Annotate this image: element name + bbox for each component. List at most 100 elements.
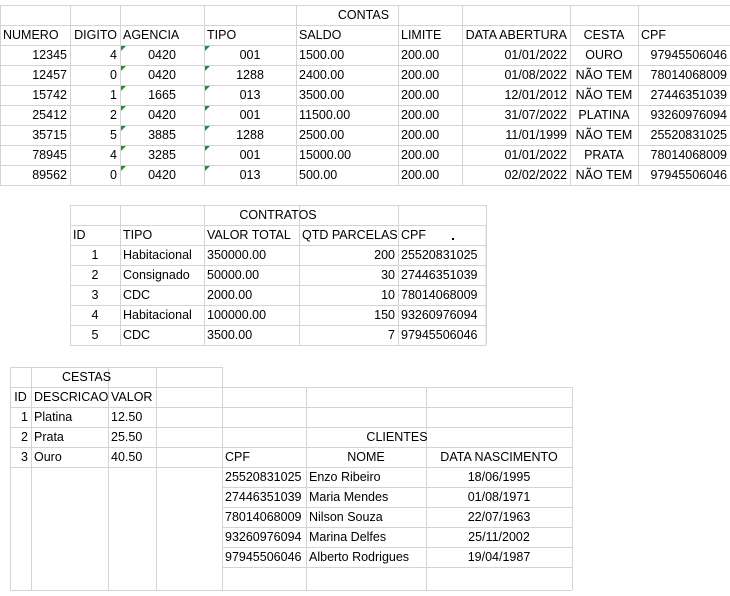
contratos-cell[interactable]: 3 bbox=[91, 288, 99, 302]
contas-cell[interactable]: 78014068009 bbox=[650, 68, 727, 82]
contas-cell[interactable]: 5 bbox=[110, 128, 117, 142]
contas-cell[interactable]: NÃO TEM bbox=[575, 88, 633, 102]
contas-cell[interactable]: 89562 bbox=[32, 168, 67, 182]
contas-header-tipo[interactable]: TIPO bbox=[207, 28, 237, 42]
cestas-cell[interactable]: 40.50 bbox=[111, 450, 143, 464]
contratos-header-cpf[interactable]: CPF bbox=[401, 228, 426, 242]
cestas-cell[interactable]: 12.50 bbox=[111, 410, 143, 424]
contas-cell[interactable]: 01/08/2022 bbox=[504, 68, 567, 82]
contratos-cell[interactable]: 97945506046 bbox=[401, 328, 478, 342]
contratos-cell[interactable]: 78014068009 bbox=[401, 288, 478, 302]
contas-cell[interactable]: 0420 bbox=[148, 168, 176, 182]
contas-cell[interactable]: 013 bbox=[239, 88, 261, 102]
contas-cell[interactable]: 02/02/2022 bbox=[504, 168, 567, 182]
clientes-cell[interactable]: 22/07/1963 bbox=[467, 510, 531, 524]
clientes-cell[interactable]: Enzo Ribeiro bbox=[309, 470, 381, 484]
contas-cell[interactable]: 200.00 bbox=[401, 148, 440, 162]
contratos-header-tipo[interactable]: TIPO bbox=[123, 228, 153, 242]
contratos-cell[interactable]: CDC bbox=[123, 328, 151, 342]
clientes-cell[interactable]: 25520831025 bbox=[225, 470, 302, 484]
contas-cell[interactable]: 2500.00 bbox=[299, 128, 345, 142]
clientes-header-nome[interactable]: NOME bbox=[347, 450, 385, 464]
contas-title[interactable]: CONTAS bbox=[337, 8, 390, 22]
contas-cell[interactable]: 12457 bbox=[32, 68, 67, 82]
contas-header-limite[interactable]: LIMITE bbox=[401, 28, 442, 42]
cestas-cell[interactable]: 2 bbox=[21, 430, 28, 444]
contas-cell[interactable]: 78014068009 bbox=[650, 148, 727, 162]
contas-cell[interactable]: 0 bbox=[110, 68, 117, 82]
contas-cell[interactable]: 3285 bbox=[148, 148, 176, 162]
cestas-header-id[interactable]: ID bbox=[14, 390, 27, 404]
contas-cell[interactable]: 15000.00 bbox=[299, 148, 352, 162]
clientes-cell[interactable]: 27446351039 bbox=[225, 490, 302, 504]
cestas-cell[interactable]: 1 bbox=[21, 410, 28, 424]
contratos-cell[interactable]: CDC bbox=[123, 288, 151, 302]
contas-cell[interactable]: NÃO TEM bbox=[575, 128, 633, 142]
contas-cell[interactable]: PRATA bbox=[584, 148, 624, 162]
cestas-cell[interactable]: Platina bbox=[34, 410, 73, 424]
contas-cell[interactable]: 1500.00 bbox=[299, 48, 345, 62]
contas-cell[interactable]: 001 bbox=[239, 108, 261, 122]
contratos-cell[interactable]: Consignado bbox=[123, 268, 190, 282]
contas-cell[interactable]: 12345 bbox=[32, 48, 67, 62]
contratos-cell[interactable]: 25520831025 bbox=[401, 248, 478, 262]
contas-cell[interactable]: 01/01/2022 bbox=[504, 148, 567, 162]
contas-cell[interactable]: 200.00 bbox=[401, 168, 440, 182]
clientes-cell[interactable]: 93260976094 bbox=[225, 530, 302, 544]
cestas-cell[interactable]: 3 bbox=[21, 450, 28, 464]
contratos-cell[interactable]: Habitacional bbox=[123, 308, 192, 322]
contratos-cell[interactable]: 2000.00 bbox=[207, 288, 253, 302]
contas-cell[interactable]: 01/01/2022 bbox=[504, 48, 567, 62]
cestas-cell[interactable]: Prata bbox=[34, 430, 64, 444]
cestas-header-valor[interactable]: VALOR bbox=[111, 390, 153, 404]
contas-cell[interactable]: 200.00 bbox=[401, 88, 440, 102]
contas-cell[interactable]: 93260976094 bbox=[650, 108, 727, 122]
contratos-cell[interactable]: 100000.00 bbox=[207, 308, 267, 322]
contas-cell[interactable]: 001 bbox=[239, 148, 261, 162]
clientes-header-cpf[interactable]: CPF bbox=[225, 450, 250, 464]
contas-cell[interactable]: 27446351039 bbox=[650, 88, 727, 102]
contas-cell[interactable]: 25520831025 bbox=[650, 128, 727, 142]
contas-header-data-abertura[interactable]: DATA ABERTURA bbox=[465, 28, 567, 42]
clientes-title[interactable]: CLIENTES bbox=[366, 430, 428, 444]
contratos-cell[interactable]: 1 bbox=[91, 248, 99, 262]
clientes-cell[interactable]: 25/11/2002 bbox=[468, 530, 530, 544]
contas-cell[interactable]: OURO bbox=[585, 48, 623, 62]
cestas-cell[interactable]: Ouro bbox=[34, 450, 62, 464]
contas-cell[interactable]: 3500.00 bbox=[299, 88, 345, 102]
contas-header-agencia[interactable]: AGENCIA bbox=[123, 28, 180, 42]
contratos-cell[interactable]: 27446351039 bbox=[401, 268, 478, 282]
contas-cell[interactable]: 11/01/1999 bbox=[505, 128, 567, 142]
contas-cell[interactable]: 0420 bbox=[148, 48, 176, 62]
clientes-cell[interactable]: Nilson Souza bbox=[309, 510, 383, 524]
contas-cell[interactable]: 35715 bbox=[32, 128, 67, 142]
contas-cell[interactable]: 4 bbox=[110, 48, 117, 62]
contratos-cell[interactable]: Habitacional bbox=[123, 248, 192, 262]
contas-cell[interactable]: 3885 bbox=[148, 128, 176, 142]
contas-cell[interactable]: 1288 bbox=[236, 128, 264, 142]
contas-cell[interactable]: 2400.00 bbox=[299, 68, 345, 82]
contas-cell[interactable]: 25412 bbox=[32, 108, 67, 122]
contas-cell[interactable]: 1288 bbox=[236, 68, 264, 82]
contratos-cell[interactable]: 350000.00 bbox=[207, 248, 267, 262]
contas-cell[interactable]: 1665 bbox=[148, 88, 176, 102]
contas-cell[interactable]: 1 bbox=[110, 88, 117, 102]
contas-header-saldo[interactable]: SALDO bbox=[299, 28, 342, 42]
contratos-cell[interactable]: 93260976094 bbox=[401, 308, 478, 322]
contas-cell[interactable]: 200.00 bbox=[401, 128, 440, 142]
contas-cell[interactable]: NÃO TEM bbox=[575, 168, 633, 182]
contratos-title[interactable]: CONTRATOS bbox=[239, 208, 317, 222]
contas-header-digito[interactable]: DIGITO bbox=[74, 28, 117, 42]
contas-header-cesta[interactable]: CESTA bbox=[583, 28, 625, 42]
contratos-header-qtd-parcelas[interactable]: QTD PARCELAS bbox=[302, 228, 398, 242]
contratos-cell[interactable]: 50000.00 bbox=[207, 268, 260, 282]
contratos-cell[interactable]: 30 bbox=[381, 268, 395, 282]
clientes-cell[interactable]: 78014068009 bbox=[225, 510, 302, 524]
contas-cell[interactable]: 31/07/2022 bbox=[504, 108, 567, 122]
clientes-cell[interactable]: 97945506046 bbox=[225, 550, 302, 564]
contratos-cell[interactable]: 10 bbox=[381, 288, 395, 302]
contas-cell[interactable]: 0 bbox=[110, 168, 117, 182]
contratos-cell[interactable]: 2 bbox=[91, 268, 99, 282]
contas-cell[interactable]: 500.00 bbox=[299, 168, 338, 182]
contas-cell[interactable]: PLATINA bbox=[578, 108, 630, 122]
